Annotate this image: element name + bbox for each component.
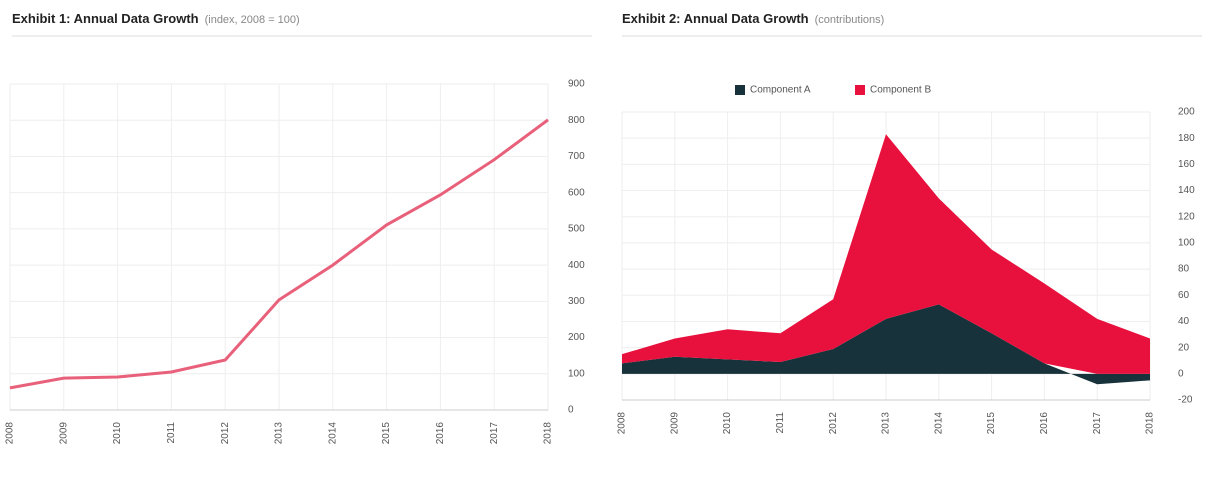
x-tick-label: 2014 (933, 412, 944, 435)
line-series (9, 118, 549, 390)
x-tick-label: 2018 (543, 422, 554, 445)
x-tick-label: 2017 (1092, 412, 1103, 435)
y-tick-label: 100 (1178, 238, 1195, 249)
y-tick-label: 300 (568, 296, 585, 307)
title-text: Exhibit 1: Annual Data Growth (12, 11, 199, 26)
y-tick-label: 600 (568, 187, 585, 198)
x-tick-label: 2016 (435, 422, 446, 445)
area-series (622, 304, 1150, 385)
x-tick-label: 2009 (58, 422, 69, 445)
legend-swatch (855, 85, 865, 95)
y-tick-label: 0 (1178, 368, 1184, 379)
x-tick-label: 2015 (986, 412, 997, 435)
legend-label: Component A (750, 85, 811, 96)
x-tick-label: 2013 (274, 422, 285, 445)
chart-title: Exhibit 1: Annual Data Growth (index, 200… (12, 11, 300, 26)
y-tick-label: 0 (568, 405, 574, 416)
y-tick-label: 500 (568, 224, 585, 235)
x-tick-label: 2008 (5, 422, 16, 445)
x-tick-label: 2012 (220, 422, 231, 445)
legend-label: Component B (870, 85, 931, 96)
x-tick-label: 2010 (112, 422, 123, 445)
y-tick-label: 60 (1178, 290, 1190, 301)
y-tick-label: 140 (1178, 185, 1195, 196)
y-tick-label: 100 (568, 368, 585, 379)
y-tick-label: 120 (1178, 211, 1195, 222)
x-tick-label: 2014 (327, 422, 338, 445)
subtitle: (contributions) (815, 14, 885, 26)
x-tick-label: 2013 (881, 412, 892, 435)
y-tick-label: 180 (1178, 133, 1195, 144)
y-tick-label: 800 (568, 115, 585, 126)
y-tick-label: 700 (568, 151, 585, 162)
y-tick-label: -20 (1178, 395, 1193, 406)
y-tick-label: 200 (568, 332, 585, 343)
x-tick-label: 2011 (166, 422, 177, 444)
x-tick-label: 2009 (669, 412, 680, 435)
y-tick-label: 900 (568, 79, 585, 90)
area-series (622, 134, 1150, 374)
y-tick-label: 80 (1178, 264, 1190, 275)
subtitle: (index, 2008 = 100) (205, 14, 300, 26)
x-tick-label: 2010 (722, 412, 733, 435)
x-tick-label: 2018 (1145, 412, 1156, 435)
legend-swatch (735, 85, 745, 95)
y-tick-label: 20 (1178, 342, 1190, 353)
title-text: Exhibit 2: Annual Data Growth (622, 11, 809, 26)
y-tick-label: 200 (1178, 107, 1195, 118)
y-tick-label: 400 (568, 260, 585, 271)
x-tick-label: 2011 (775, 412, 786, 434)
chart-title: Exhibit 2: Annual Data Growth (contributi… (622, 11, 884, 26)
y-tick-label: 160 (1178, 159, 1195, 170)
x-tick-label: 2015 (381, 422, 392, 445)
y-tick-label: 40 (1178, 316, 1190, 327)
x-tick-label: 2012 (828, 412, 839, 435)
x-tick-label: 2008 (617, 412, 628, 435)
x-tick-label: 2017 (489, 422, 500, 445)
x-tick-label: 2016 (1039, 412, 1050, 435)
